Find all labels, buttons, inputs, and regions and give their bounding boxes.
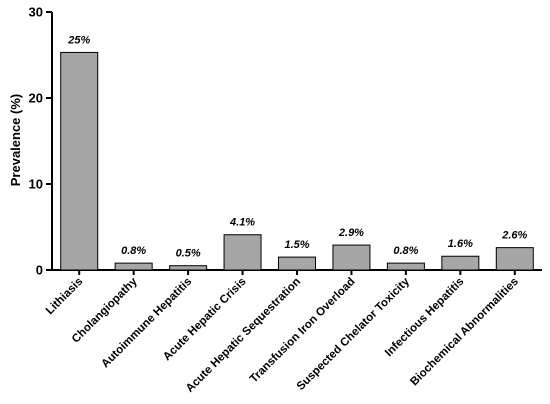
bar [332,244,371,271]
x-tick-label: Acute Hepatic Sequestration [184,276,303,395]
y-tick-label: 30 [29,5,43,20]
data-label: 1.6% [448,238,473,250]
bar [495,247,534,271]
bar [169,265,208,271]
data-label: 25% [67,34,90,46]
x-tick-label: Biochemical Abnormalities [408,276,521,389]
bar [441,255,480,271]
data-label: 2.6% [501,230,527,242]
data-label: 4.1% [229,217,255,229]
x-tick-label: Suspected Chelator Toxicity [295,275,413,393]
x-tick-label: Lithiasis [44,276,85,317]
y-axis: 0 10 20 30 [29,5,53,278]
data-label: 0.8% [393,245,418,257]
bar [114,262,153,271]
y-tick-label: 20 [29,91,43,106]
y-tick-label: 10 [29,177,43,192]
x-tick-label: Autoimmune Hepatitis [99,276,194,371]
bar [386,262,425,271]
bar [60,51,99,271]
bars: 25% 0.8% 0.5% 4.1% 1.5% 2.9% 0.8% 1.6% 2.6% [60,34,534,271]
y-axis-title: Prevalence (%) [8,94,23,187]
data-label: 0.8% [121,245,146,257]
data-label: 2.9% [338,227,364,239]
x-tick-label: Transfusion Iron Overload [248,276,358,386]
data-label: 0.5% [176,248,201,260]
bar [223,234,262,271]
y-tick-label: 0 [36,263,43,278]
bar [278,256,316,271]
data-label: 1.5% [284,239,309,251]
